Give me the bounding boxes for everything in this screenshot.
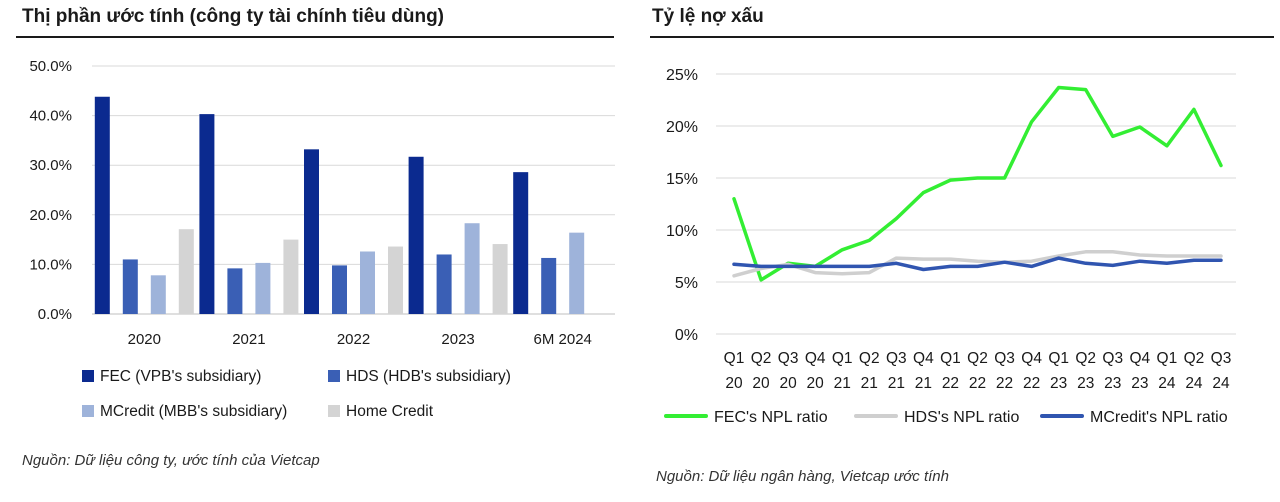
x-tick-label: Q2	[967, 350, 988, 367]
source-note-right: Nguồn: Dữ liệu ngân hàng, Vietcap ước tí…	[656, 468, 949, 485]
y-tick-label: 20.0%	[29, 207, 72, 224]
y-tick-label: 0%	[675, 327, 698, 344]
bar	[360, 251, 375, 314]
x-tick-label: Q1	[724, 350, 745, 367]
npl-ratio-line-chart: 0% 5% 10% 15% 20% 25% Q1 20 Q2 20 Q3 20 Q4 20 Q1 21 Q2 21…	[664, 67, 1236, 426]
bar	[94, 96, 110, 314]
bar	[541, 257, 557, 314]
title-divider	[16, 36, 614, 38]
x-tick-label: 21	[861, 375, 878, 392]
bar	[408, 156, 424, 314]
x-tick-label: 24	[1212, 375, 1230, 392]
x-tick-label: Q3	[1211, 350, 1232, 367]
x-tick-label: 22	[969, 375, 986, 392]
bar	[304, 149, 319, 314]
x-tick-label: 20	[807, 375, 825, 392]
bar	[436, 254, 452, 314]
x-tick-label: 22	[942, 375, 959, 392]
x-tick-label: Q3	[886, 350, 907, 367]
legend-label: Home Credit	[346, 403, 434, 420]
x-tick-label: Q4	[805, 350, 826, 367]
bar	[464, 223, 480, 314]
y-tick-label: 20%	[666, 119, 698, 136]
y-tick-label: 5%	[675, 275, 698, 292]
x-tick-label: Q4	[1021, 350, 1042, 367]
x-tick-label: 22	[1023, 375, 1040, 392]
x-tick-label: 6M 2024	[534, 331, 592, 348]
x-tick-label: 2021	[232, 331, 265, 348]
y-tick-label: 10%	[666, 223, 698, 240]
bar	[178, 229, 194, 314]
x-tick-label: Q1	[832, 350, 853, 367]
x-tick-label: Q1	[940, 350, 961, 367]
x-tick-label: 20	[779, 375, 797, 392]
x-tick-label: 2020	[128, 331, 161, 348]
x-tick-label: Q2	[859, 350, 880, 367]
bar	[122, 259, 138, 314]
bar	[492, 244, 508, 314]
series-line	[732, 256, 1223, 272]
legend-swatch	[82, 370, 94, 382]
bar	[227, 268, 243, 314]
x-tick-label: 22	[996, 375, 1013, 392]
legend-swatch	[328, 405, 340, 417]
x-tick-label: 23	[1050, 375, 1067, 392]
y-tick-label: 0.0%	[38, 306, 72, 323]
legend-swatch	[328, 370, 340, 382]
bar	[255, 262, 271, 314]
bar	[150, 275, 166, 314]
x-tick-label: 20	[725, 375, 743, 392]
x-tick-label: Q2	[1184, 350, 1205, 367]
market-share-title: Thị phần ước tính (công ty tài chính tiê…	[22, 6, 445, 27]
x-tick-label: Q4	[913, 350, 934, 367]
y-tick-label: 40.0%	[29, 108, 72, 125]
title-divider	[650, 36, 1274, 38]
npl-ratio-panel: Tỷ lệ nợ xấu 0% 5% 10% 15% 20% 25% Q1 20 Q2 20 Q3 2…	[644, 0, 1280, 502]
x-tick-label: 23	[1131, 375, 1148, 392]
bar	[513, 172, 529, 314]
x-tick-label: Q3	[1102, 350, 1123, 367]
x-tick-label: 2022	[337, 331, 370, 348]
market-share-bar-chart: 0.0% 10.0% 20.0% 30.0% 40.0% 50.0% 2020 2021 202…	[29, 58, 615, 420]
x-tick-label: Q3	[994, 350, 1015, 367]
x-tick-label: 21	[915, 375, 932, 392]
series-line	[732, 250, 1223, 278]
legend-swatch	[82, 405, 94, 417]
bar	[569, 232, 585, 314]
bar	[283, 239, 299, 314]
x-tick-label: Q2	[751, 350, 772, 367]
legend-label: MCredit (MBB's subsidiary)	[100, 403, 287, 420]
bar	[388, 246, 403, 314]
x-tick-label: 23	[1077, 375, 1094, 392]
legend-label: HDS's NPL ratio	[904, 409, 1019, 426]
series-line	[732, 85, 1223, 282]
x-tick-label: Q4	[1129, 350, 1150, 367]
x-tick-label: 20	[752, 375, 770, 392]
x-tick-label: 21	[888, 375, 905, 392]
y-tick-label: 30.0%	[29, 157, 72, 174]
npl-ratio-title: Tỷ lệ nợ xấu	[652, 6, 764, 27]
legend-label: MCredit's NPL ratio	[1090, 409, 1228, 426]
y-tick-label: 15%	[666, 171, 698, 188]
market-share-panel: Thị phần ước tính (công ty tài chính tiê…	[0, 0, 628, 502]
y-tick-label: 25%	[666, 67, 698, 84]
legend-label: FEC (VPB's subsidiary)	[100, 368, 261, 385]
x-tick-label: Q1	[1048, 350, 1069, 367]
x-tick-label: Q3	[778, 350, 799, 367]
x-tick-label: 21	[834, 375, 851, 392]
y-tick-label: 50.0%	[29, 58, 72, 75]
x-tick-label: 24	[1158, 375, 1176, 392]
legend-label: HDS (HDB's subsidiary)	[346, 368, 511, 385]
bar	[332, 265, 347, 314]
source-note-left: Nguồn: Dữ liệu công ty, ước tính của Vie…	[22, 452, 320, 469]
x-tick-label: Q1	[1157, 350, 1178, 367]
x-tick-label: 24	[1185, 375, 1203, 392]
x-tick-label: 23	[1104, 375, 1121, 392]
x-tick-label: 2023	[441, 331, 474, 348]
bar	[199, 114, 215, 314]
x-tick-label: Q2	[1075, 350, 1096, 367]
y-tick-label: 10.0%	[29, 256, 72, 273]
legend-label: FEC's NPL ratio	[714, 409, 828, 426]
